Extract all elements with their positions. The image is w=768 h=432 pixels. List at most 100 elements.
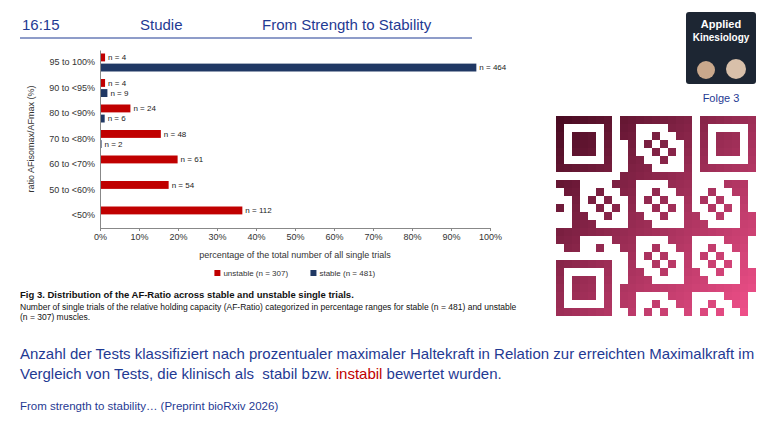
logo: AppliedKinesiologyFolge 3: [686, 12, 756, 104]
qr-module: [676, 132, 684, 140]
qr-module: [596, 308, 604, 316]
logo-face: [697, 61, 715, 79]
logo-episode: Folge 3: [703, 92, 740, 104]
qr-module: [572, 204, 580, 212]
qr-module: [700, 140, 708, 148]
qr-module: [708, 188, 716, 196]
qr-module: [580, 116, 588, 124]
qr-module: [732, 180, 740, 188]
x-tick: 70%: [364, 228, 382, 242]
qr-module: [668, 180, 676, 188]
x-tick-mark: [217, 228, 218, 231]
qr-module: [684, 228, 692, 236]
qr-module: [652, 148, 660, 156]
qr-module: [660, 308, 668, 316]
x-tick-label: 20%: [169, 232, 187, 242]
qr-module: [660, 172, 668, 180]
qr-module: [580, 308, 588, 316]
qr-module: [676, 172, 684, 180]
y-tick-label: <50%: [72, 210, 95, 220]
qr-module: [572, 188, 580, 196]
qr-module: [612, 180, 620, 188]
qr-module: [644, 308, 652, 316]
qr-module: [628, 268, 636, 276]
qr-module: [732, 292, 740, 300]
qr-module: [580, 228, 588, 236]
bar: [100, 64, 476, 72]
qr-module: [572, 244, 580, 252]
qr-module: [700, 252, 708, 260]
qr-module: [556, 300, 564, 308]
x-tick: 100%: [479, 228, 502, 242]
qr-module: [572, 276, 580, 284]
qr-module: [692, 276, 700, 284]
qr-module: [572, 140, 580, 148]
qr-module: [708, 244, 716, 252]
qr-module: [604, 148, 612, 156]
qr-code: [556, 116, 756, 316]
qr-module: [708, 284, 716, 292]
y-tick: <50%: [72, 210, 95, 220]
logo-box: [686, 12, 756, 84]
qr-module: [652, 116, 660, 124]
qr-module: [564, 116, 572, 124]
data-label: n = 4: [108, 79, 127, 88]
qr-module: [628, 252, 636, 260]
qr-module: [684, 292, 692, 300]
qr-module: [748, 212, 756, 220]
qr-module: [572, 292, 580, 300]
data-label: n = 464: [479, 63, 506, 72]
y-tick: 80 to <90%: [49, 108, 95, 118]
qr-module: [588, 148, 596, 156]
qr-module: [604, 300, 612, 308]
y-axis: 95 to 100%90 to <95%80 to <90%70 to <80%…: [49, 51, 100, 229]
qr-module: [692, 284, 700, 292]
qr-module: [684, 252, 692, 260]
qr-module: [628, 236, 636, 244]
qr-module: [588, 196, 596, 204]
qr-module: [740, 180, 748, 188]
header-heading: From Strength to Stability: [262, 16, 432, 33]
x-tick-label: 40%: [247, 232, 265, 242]
qr-module: [724, 204, 732, 212]
qr-module: [628, 116, 636, 124]
data-label: n = 54: [172, 181, 195, 190]
qr-module: [684, 260, 692, 268]
qr-module: [636, 156, 644, 164]
qr-module: [684, 204, 692, 212]
qr-module: [676, 292, 684, 300]
qr-module: [580, 148, 588, 156]
qr-module: [740, 164, 748, 172]
qr-module: [628, 228, 636, 236]
qr-module: [748, 148, 756, 156]
qr-module: [620, 188, 628, 196]
qr-module: [572, 228, 580, 236]
qr-module: [676, 300, 684, 308]
qr-module: [604, 228, 612, 236]
qr-module: [556, 292, 564, 300]
qr-module: [700, 284, 708, 292]
qr-module: [716, 308, 724, 316]
x-tick: 50%: [286, 228, 304, 242]
qr-module: [556, 308, 564, 316]
qr-module: [684, 124, 692, 132]
logo-face: [726, 59, 746, 79]
qr-module: [748, 284, 756, 292]
qr-module: [620, 180, 628, 188]
data-label: n = 6: [108, 114, 127, 123]
qr-module: [692, 268, 700, 276]
qr-module: [588, 132, 596, 140]
qr-module: [628, 172, 636, 180]
qr-module: [628, 212, 636, 220]
qr-module: [684, 116, 692, 124]
qr-module: [716, 164, 724, 172]
qr-module: [748, 116, 756, 124]
qr-module: [748, 276, 756, 284]
qr-module: [708, 300, 716, 308]
qr-module: [644, 276, 652, 284]
logo-text: Kinesiology: [693, 32, 750, 43]
y-tick-label: 80 to <90%: [49, 108, 95, 118]
qr-module: [556, 284, 564, 292]
qr-module: [572, 308, 580, 316]
qr-module: [620, 284, 628, 292]
